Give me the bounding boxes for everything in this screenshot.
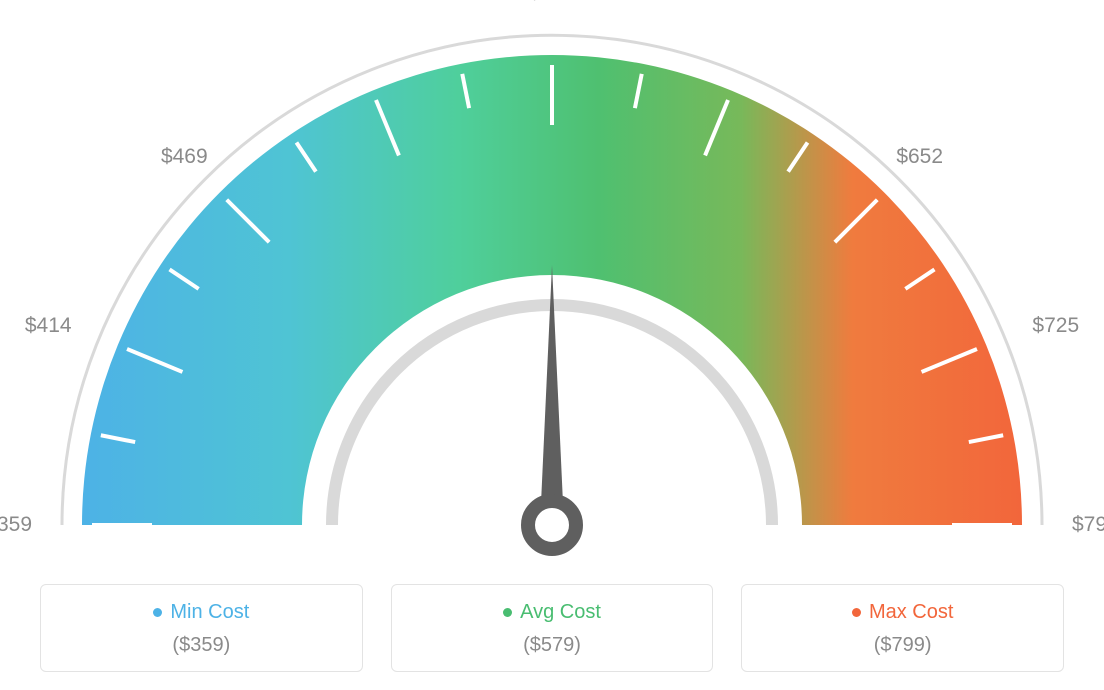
legend-title-min: Min Cost xyxy=(153,601,249,624)
legend-card-max: Max Cost ($799) xyxy=(741,584,1064,672)
gauge-tick-label: $414 xyxy=(25,314,72,338)
legend-card-min: Min Cost ($359) xyxy=(40,584,363,672)
legend-label-max: Max Cost xyxy=(869,601,953,624)
legend-label-avg: Avg Cost xyxy=(520,601,601,624)
gauge-tick-label: $725 xyxy=(1032,314,1079,338)
gauge-area: $359 $414 $469 $579 $652 $725 $799 xyxy=(0,0,1104,570)
legend-dot-max xyxy=(852,608,861,617)
legend-value-max: ($799) xyxy=(752,634,1053,657)
gauge-tick-label: $359 xyxy=(0,513,32,537)
gauge-tick-label: $652 xyxy=(896,145,943,169)
legend-value-avg: ($579) xyxy=(402,634,703,657)
legend-label-min: Min Cost xyxy=(170,601,249,624)
legend-dot-min xyxy=(153,608,162,617)
legend-row: Min Cost ($359) Avg Cost ($579) Max Cost… xyxy=(40,584,1064,672)
legend-card-avg: Avg Cost ($579) xyxy=(391,584,714,672)
gauge-tick-label: $469 xyxy=(161,145,208,169)
legend-value-min: ($359) xyxy=(51,634,352,657)
legend-title-max: Max Cost xyxy=(852,601,953,624)
gauge-tick-label: $799 xyxy=(1072,513,1104,537)
gauge-svg xyxy=(0,0,1104,570)
legend-dot-avg xyxy=(503,608,512,617)
cost-gauge-chart: $359 $414 $469 $579 $652 $725 $799 Min Cost ($… xyxy=(0,0,1104,690)
gauge-needle-hub xyxy=(528,501,576,549)
gauge-tick-label: $579 xyxy=(529,0,576,5)
legend-title-avg: Avg Cost xyxy=(503,601,601,624)
